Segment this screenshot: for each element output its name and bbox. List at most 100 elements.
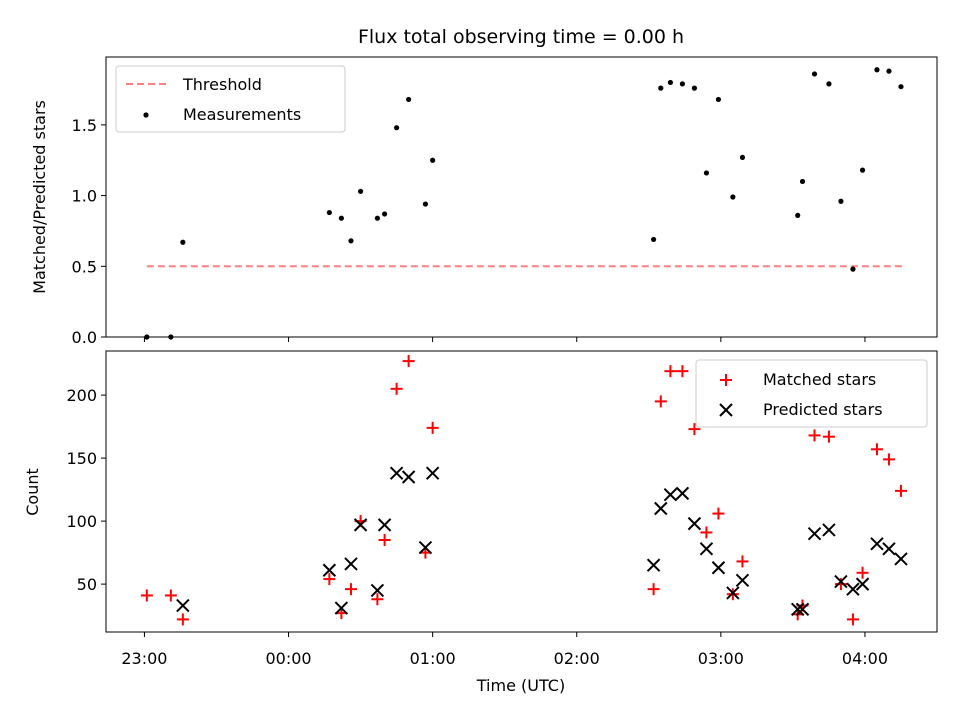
predicted-star-point	[790, 602, 805, 617]
predicted-star-point	[735, 573, 750, 588]
matched-star-point	[688, 423, 701, 436]
predicted-star-point	[711, 561, 726, 575]
measurement-point	[859, 167, 866, 173]
predicted-star-point	[425, 466, 440, 480]
bottom-legend-box	[695, 359, 928, 428]
top-plot-area	[144, 67, 904, 340]
predicted-star-point	[894, 552, 908, 566]
predicted-star-point	[687, 516, 702, 531]
predicted-star-point	[353, 518, 368, 532]
matched-star-point	[822, 430, 835, 443]
measurement-point	[691, 85, 698, 91]
matched-star-point	[164, 589, 177, 602]
measurement-point	[422, 201, 429, 207]
predicted-star-point	[882, 542, 896, 556]
measurements-legend-label: Measurements	[183, 105, 301, 124]
measurement-point	[338, 215, 344, 221]
predicted-star-point	[389, 466, 404, 480]
threshold-legend-label: Threshold	[182, 75, 262, 94]
predicted-star-point	[726, 586, 740, 600]
matched-star-point	[371, 593, 384, 606]
predicted-legend-label: Predicted stars	[763, 400, 883, 419]
predicted-star-point	[870, 537, 884, 551]
x-tick-label: 23:00	[121, 649, 167, 668]
x-axis-label: Time (UTC)	[476, 676, 565, 695]
top-y-tick-label: 0.5	[72, 257, 97, 276]
predicted-star-point	[377, 518, 392, 532]
matched-star-point	[390, 382, 403, 395]
measurement-point	[730, 194, 736, 200]
predicted-star-point	[822, 523, 836, 537]
matched-star-point	[344, 583, 357, 596]
bottom-y-tick-label: 100	[66, 512, 97, 531]
measurement-point	[850, 266, 856, 272]
measurement-point	[394, 125, 400, 131]
matched-star-point	[323, 573, 336, 586]
x-tick-label: 04:00	[842, 649, 888, 668]
matched-star-point	[700, 526, 713, 539]
predicted-star-point	[663, 487, 678, 502]
measurement-point	[739, 154, 746, 161]
bottom-legend: Matched stars Predicted stars	[695, 359, 928, 428]
measurement-point	[382, 211, 388, 217]
predicted-star-point	[834, 574, 848, 589]
measurement-point	[658, 85, 664, 91]
matched-star-point	[870, 443, 883, 456]
matched-star-point	[654, 395, 667, 408]
predicted-star-point	[418, 540, 433, 555]
measurement-point	[799, 178, 806, 185]
matched-star-point	[378, 534, 391, 547]
top-panel: Matched/Predicted stars 0.0 0.5 1.0 1.5 Thr…	[30, 56, 938, 347]
predicted-star-point	[401, 470, 416, 484]
measurement-point	[715, 96, 722, 103]
measurement-point	[838, 198, 844, 204]
matched-star-point	[882, 453, 895, 466]
measurement-point	[795, 212, 801, 218]
matched-star-point	[856, 566, 869, 579]
measurement-point	[348, 238, 354, 244]
matched-star-point	[402, 355, 415, 368]
predicted-star-point	[344, 557, 358, 571]
predicted-star-point	[176, 598, 190, 613]
bottom-y-tick-label: 50	[77, 575, 97, 594]
matched-legend-label: Matched stars	[763, 370, 876, 389]
matched-star-point	[894, 484, 907, 497]
top-legend-box	[115, 65, 346, 133]
predicted-star-point	[675, 486, 690, 501]
bottom-y-tick-label: 150	[66, 449, 97, 468]
matched-star-point	[834, 578, 847, 591]
measurements-legend-swatch	[143, 112, 149, 118]
measurement-point	[874, 67, 880, 73]
measurement-point	[406, 96, 412, 103]
bottom-y-tick-label: 200	[66, 386, 97, 405]
predicted-star-point	[855, 577, 870, 591]
top-legend: Threshold Measurements	[115, 65, 346, 133]
measurement-point	[667, 79, 674, 86]
matched-star-point	[647, 583, 660, 596]
measurement-point	[898, 84, 904, 90]
predicted-star-point	[699, 542, 714, 556]
predicted-legend-swatch	[719, 403, 733, 417]
x-tick-label: 01:00	[410, 649, 456, 668]
matched-star-point	[676, 365, 689, 378]
measurement-point	[326, 209, 332, 216]
x-tick-label: 02:00	[554, 649, 600, 668]
matched-legend-swatch	[720, 374, 732, 386]
top-y-tick-label: 1.5	[72, 116, 97, 135]
measurement-point	[811, 71, 818, 77]
bottom-x-ticks: 23:00 00:00 01:00 02:00 03:00 04:00	[121, 632, 888, 668]
measurement-point	[679, 81, 686, 87]
measurement-point	[886, 68, 892, 74]
bottom-y-ticks: 50 100 150 200	[66, 386, 106, 594]
predicted-star-point	[334, 601, 349, 615]
chart-title: Flux total observing time = 0.00 h	[358, 26, 684, 48]
measurement-point	[180, 239, 186, 245]
matched-star-point	[140, 589, 153, 602]
bottom-panel: Count Time (UTC) 50 100 150 200 23:00 00:00 0…	[23, 350, 938, 695]
matched-star-point	[808, 429, 821, 442]
measurement-point	[703, 170, 710, 176]
predicted-star-point	[846, 582, 860, 596]
predicted-star-point	[322, 563, 337, 577]
matched-star-point	[176, 613, 189, 626]
measurement-point	[826, 81, 832, 87]
